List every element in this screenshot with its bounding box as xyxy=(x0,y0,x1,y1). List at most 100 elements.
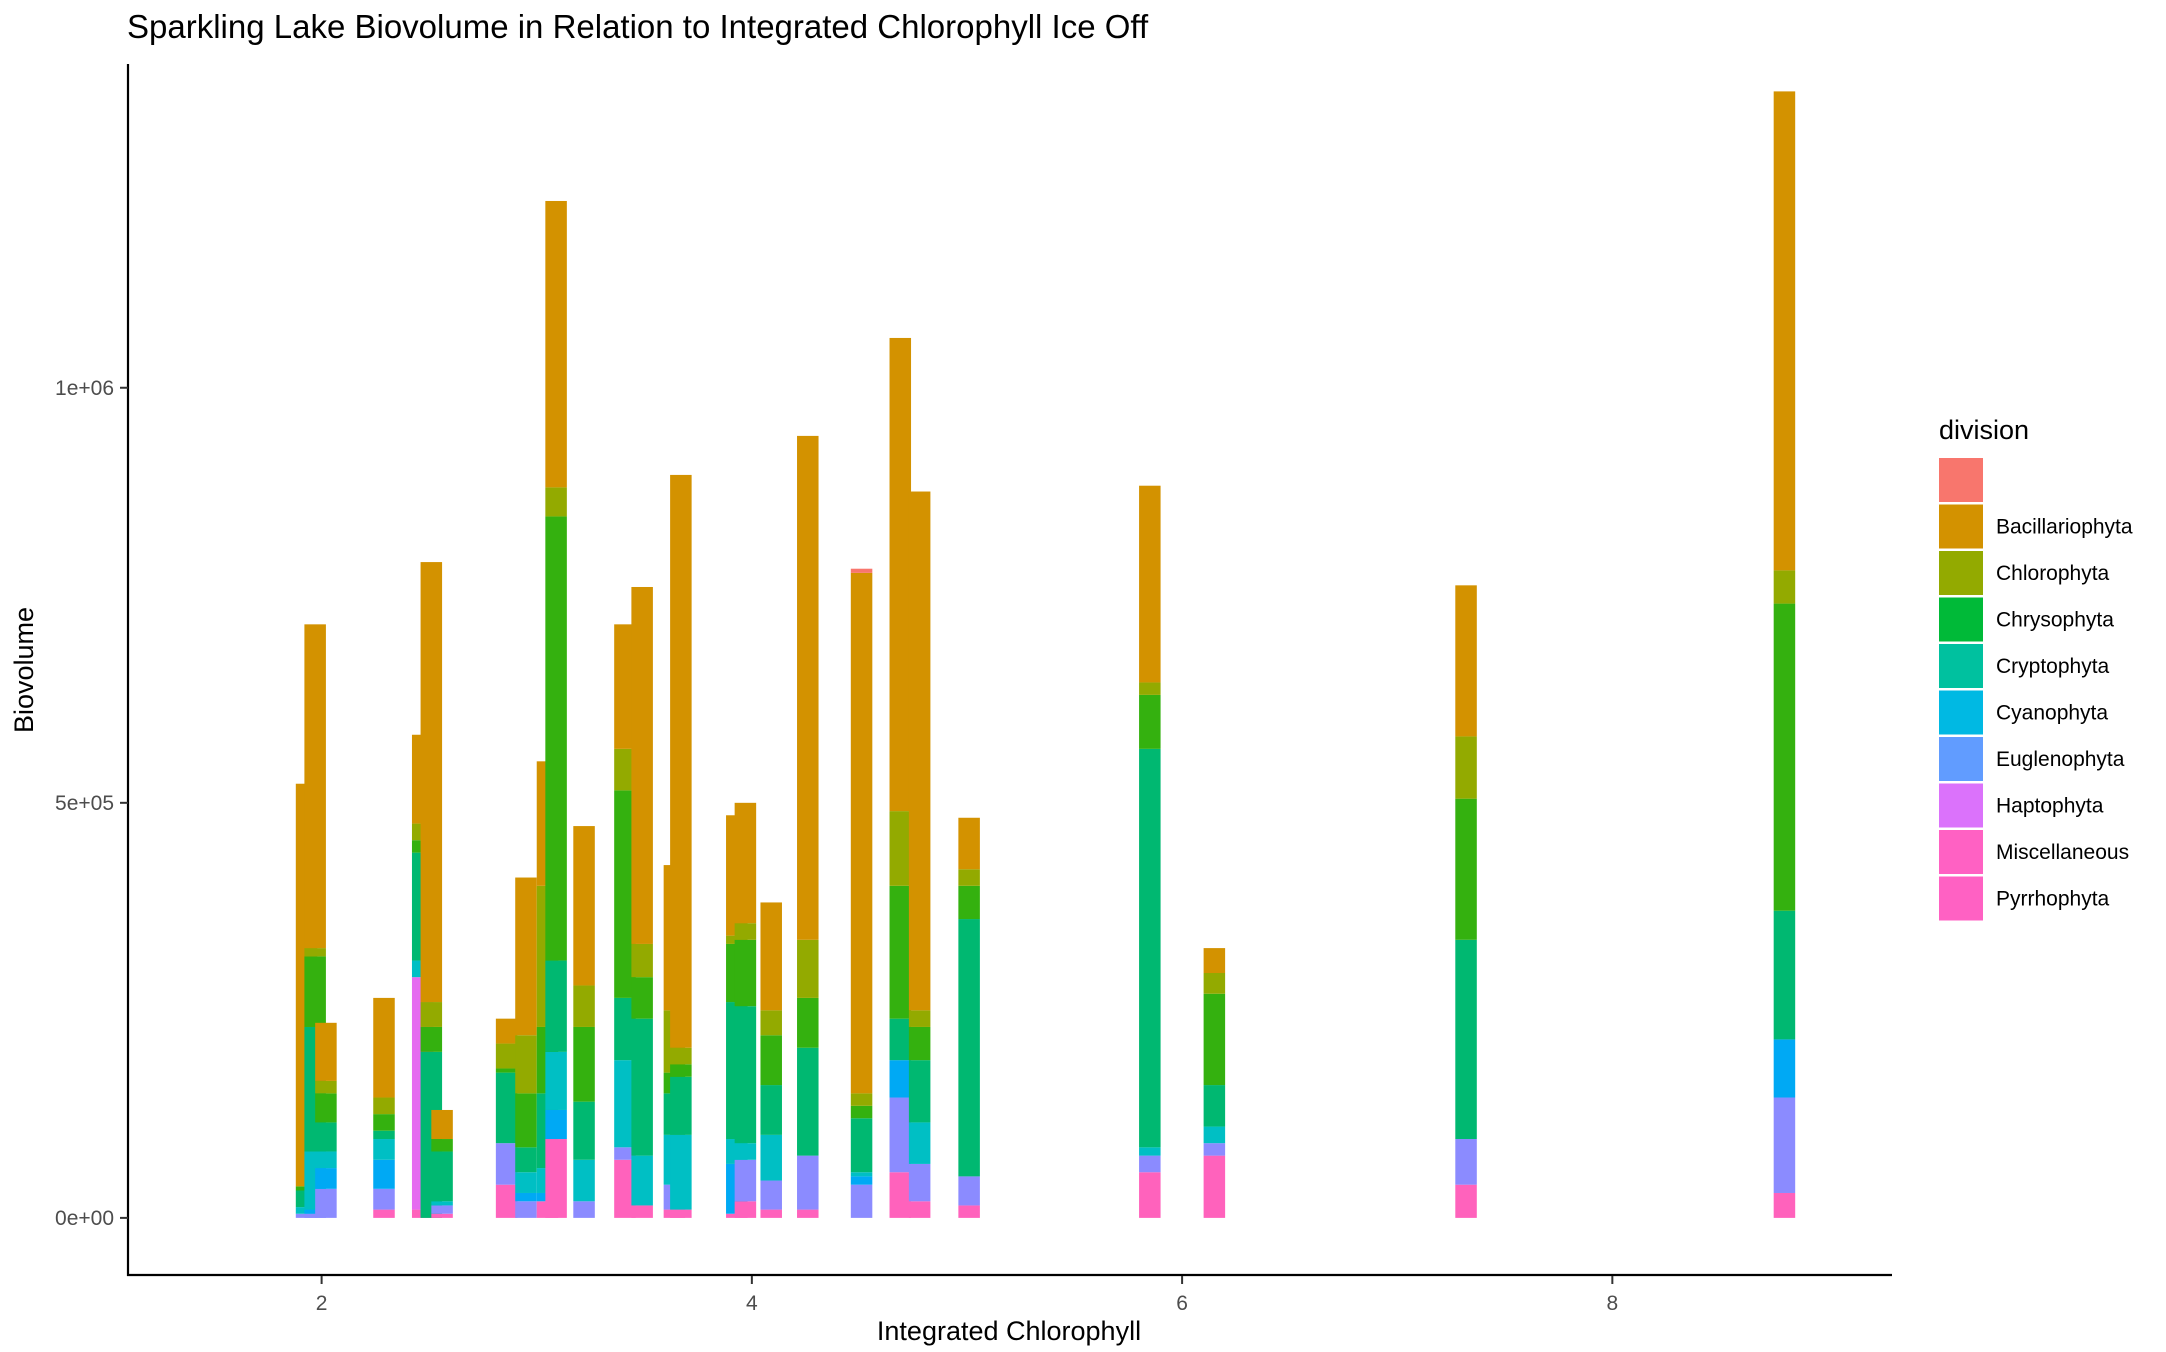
bar-segment-25-2 xyxy=(1203,1126,1226,1144)
bar-group-21 xyxy=(889,337,912,1218)
bar-segment-11-2 xyxy=(573,1101,595,1160)
legend-key-0 xyxy=(1939,458,1983,502)
bar-segment-2-4 xyxy=(315,1093,337,1123)
bar-segment-25-4 xyxy=(1203,993,1226,1086)
bar-segment-26-3 xyxy=(1455,798,1477,940)
legend-label-3: Chrysophyta xyxy=(1996,609,2114,632)
bar-segment-10-1 xyxy=(545,1109,567,1140)
bar-segment-2-2 xyxy=(315,1151,337,1169)
bar-segment-19-3 xyxy=(797,997,819,1048)
bar-group-3 xyxy=(373,997,395,1218)
bar-segment-13-5 xyxy=(631,586,653,944)
bar-segment-27-0 xyxy=(1773,1192,1796,1218)
bar-segment-22-3 xyxy=(908,1060,931,1123)
bar-group-12 xyxy=(614,624,636,1218)
bar-segment-25-1 xyxy=(1203,1143,1226,1156)
bar-segment-1-0 xyxy=(304,1213,326,1218)
bar-segment-22-6 xyxy=(908,491,931,1011)
bar-segment-7-0 xyxy=(495,1184,518,1218)
bar-group-1 xyxy=(304,624,326,1218)
bar-segment-15-3 xyxy=(670,1064,692,1077)
bar-segment-8-2 xyxy=(515,1172,537,1193)
legend-item-1: Bacillariophyta xyxy=(1939,504,2133,549)
bar-segment-27-3 xyxy=(1773,910,1796,1040)
legend-item-2: Chlorophyta xyxy=(1939,551,2110,595)
bar-segment-5-1 xyxy=(420,1026,443,1052)
bar-group-19 xyxy=(797,435,819,1218)
bar-segment-10-0 xyxy=(545,1139,567,1218)
bar-segment-6-2 xyxy=(431,1201,453,1206)
legend-item-3: Chrysophyta xyxy=(1939,597,2114,642)
bar-segment-3-0 xyxy=(373,1209,395,1218)
bar-segment-7-5 xyxy=(495,1018,518,1044)
bar-segment-24-4 xyxy=(1139,694,1161,749)
bar-segment-21-2 xyxy=(889,1060,912,1098)
bar-segment-19-1 xyxy=(797,1155,819,1210)
y-ticks: 0e+00 5e+05 1e+06 xyxy=(55,377,128,1230)
bar-segment-8-0 xyxy=(515,1201,537,1218)
bar-segment-25-5 xyxy=(1203,973,1226,994)
bar-segment-25-0 xyxy=(1203,1155,1226,1218)
bar-segment-1-1 xyxy=(304,1209,326,1214)
bar-segment-15-5 xyxy=(670,474,692,1048)
bar-segment-19-2 xyxy=(797,1047,819,1156)
bar-segment-18-3 xyxy=(760,1085,782,1135)
bar-segment-20-7 xyxy=(850,568,873,573)
bar-segment-18-5 xyxy=(760,1010,782,1036)
legend-key-8 xyxy=(1939,830,1983,874)
bar-segment-18-1 xyxy=(760,1180,782,1210)
legend-label-2: Chlorophyta xyxy=(1996,562,2110,585)
bar-group-18 xyxy=(760,902,782,1218)
bar-segment-3-1 xyxy=(373,1188,395,1210)
legend-item-6: Euglenophyta xyxy=(1939,737,2125,781)
bar-segment-2-3 xyxy=(315,1122,337,1152)
legend-label-9: Pyrrhophyta xyxy=(1996,888,2110,911)
legend-item-4: Cryptophyta xyxy=(1939,644,2110,688)
bar-group-13 xyxy=(631,586,653,1218)
legend-key-4 xyxy=(1939,644,1983,688)
bars-layer xyxy=(295,91,1796,1218)
bar-segment-27-5 xyxy=(1773,570,1796,604)
bar-segment-20-4 xyxy=(850,1105,873,1119)
bar-segment-2-1 xyxy=(315,1168,337,1189)
bar-segment-22-4 xyxy=(908,1026,931,1061)
bar-segment-3-5 xyxy=(373,1114,395,1131)
legend: division Bacillariophyta Chlorophyta Chrys… xyxy=(1939,415,2133,921)
bar-segment-18-0 xyxy=(760,1209,782,1218)
bar-segment-23-5 xyxy=(958,817,980,870)
bar-segment-17-5 xyxy=(734,923,757,940)
bar-group-11 xyxy=(573,826,595,1218)
legend-key-1 xyxy=(1939,504,1983,549)
bar-segment-19-5 xyxy=(797,435,819,940)
bar-segment-20-5 xyxy=(850,1093,873,1106)
legend-item-8: Miscellaneous xyxy=(1939,830,2129,874)
bar-segment-21-1 xyxy=(889,1097,912,1173)
legend-items: Bacillariophyta Chlorophyta Chrysophyta Cry… xyxy=(1939,458,2133,921)
x-axis-title: Integrated Chlorophyll xyxy=(877,1316,1141,1346)
legend-label-7: Haptophyta xyxy=(1996,795,2104,818)
bar-segment-22-5 xyxy=(908,1010,931,1027)
bar-segment-22-1 xyxy=(908,1163,931,1202)
bar-segment-3-2 xyxy=(373,1159,395,1189)
bar-segment-17-1 xyxy=(734,1159,757,1202)
legend-key-3 xyxy=(1939,597,1983,642)
legend-key-5 xyxy=(1939,690,1983,735)
bar-segment-21-3 xyxy=(889,1018,912,1061)
bar-segment-8-3 xyxy=(515,1147,537,1173)
bar-group-2 xyxy=(315,1022,337,1218)
bar-segment-2-0 xyxy=(315,1188,337,1218)
bar-segment-3-4 xyxy=(373,1130,395,1140)
x-tick-label-3: 8 xyxy=(1606,1292,1618,1315)
bar-group-5 xyxy=(420,562,443,1218)
bar-segment-2-6 xyxy=(315,1022,337,1081)
bar-group-24 xyxy=(1139,485,1161,1218)
bar-segment-18-2 xyxy=(760,1134,782,1181)
bar-segment-8-1 xyxy=(515,1192,537,1202)
bar-segment-12-2 xyxy=(614,1060,636,1148)
bar-segment-17-4 xyxy=(734,939,757,1007)
bar-group-17 xyxy=(734,802,757,1218)
legend-label-4: Cryptophyta xyxy=(1996,655,2110,678)
legend-key-2 xyxy=(1939,551,1983,595)
legend-item-7: Haptophyta xyxy=(1939,783,2104,828)
bar-segment-11-4 xyxy=(573,985,595,1027)
